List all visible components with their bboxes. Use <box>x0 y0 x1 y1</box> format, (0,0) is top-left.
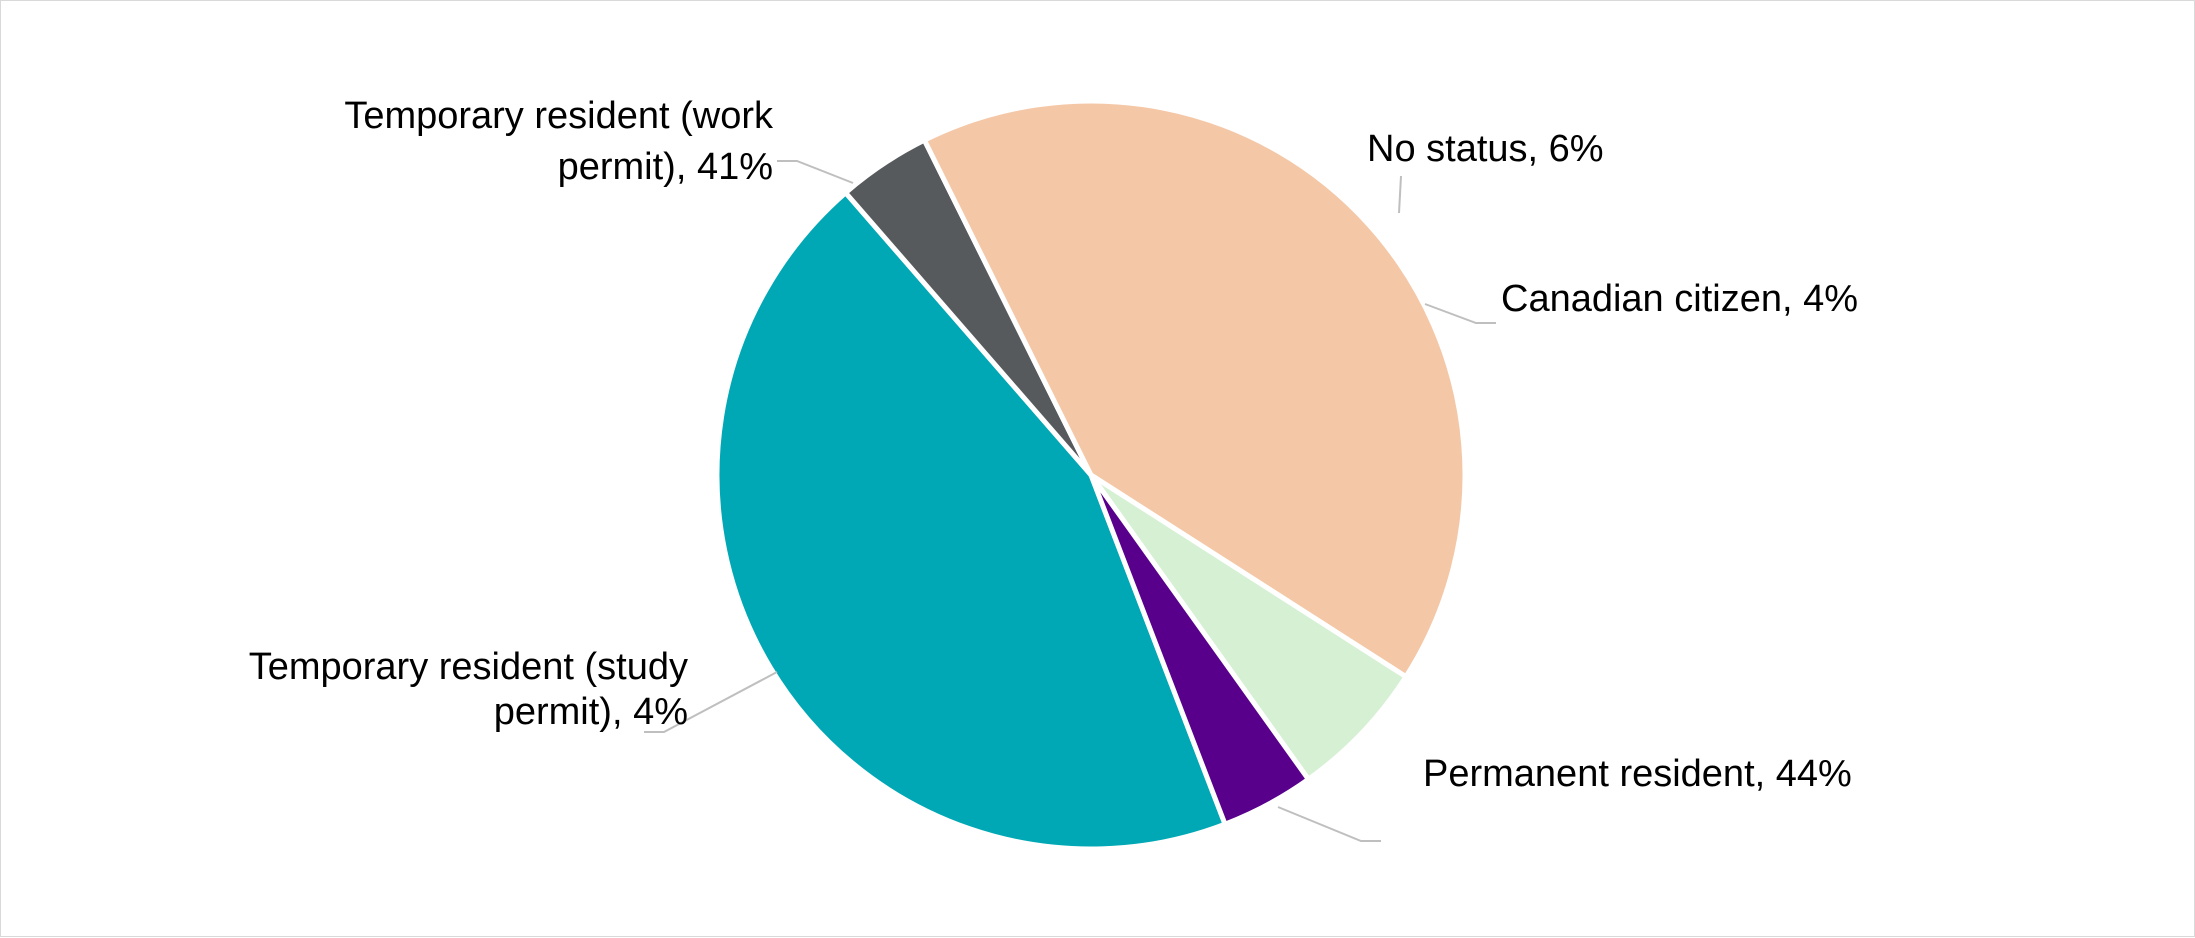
data-labels: Permanent resident, 44% Temporary residen… <box>249 95 1858 795</box>
pie-slice-permanent-resident <box>714 190 1228 852</box>
leader-line-canadian-citizen <box>1424 303 1496 324</box>
data-label-line: Temporary resident (study <box>249 646 688 688</box>
pie-slices <box>714 98 1468 852</box>
leader-line-no-status <box>1398 175 1402 214</box>
leader-line-temporary-resident-study <box>644 671 778 733</box>
leader-lines <box>644 160 1496 842</box>
data-label-canadian-citizen: Canadian citizen, 4% <box>1501 278 1858 320</box>
pie-slice-canadian-citizen <box>1088 472 1311 827</box>
pie-slice-no-status <box>1088 472 1409 782</box>
data-label-permanent-resident: Permanent resident, 44% <box>1423 753 1852 795</box>
data-label-line: Permanent resident, 44% <box>1423 753 1852 795</box>
data-label-temporary-resident-work: Temporary resident (work permit), 41% <box>344 95 774 188</box>
pie-slice-temporary-resident-work <box>921 98 1468 680</box>
data-label-line: Temporary resident (work <box>344 95 774 137</box>
leader-line-permanent-resident <box>1277 806 1381 842</box>
data-label-temporary-resident-study: Temporary resident (study permit), 4% <box>249 646 688 733</box>
data-label-line: permit), 4% <box>494 691 688 733</box>
data-label-line: No status, 6% <box>1367 128 1604 170</box>
data-label-line: Canadian citizen, 4% <box>1501 278 1858 320</box>
data-label-no-status: No status, 6% <box>1367 128 1604 170</box>
leader-line-temporary-resident-work <box>777 160 854 184</box>
data-label-line: permit), 41% <box>558 146 773 188</box>
